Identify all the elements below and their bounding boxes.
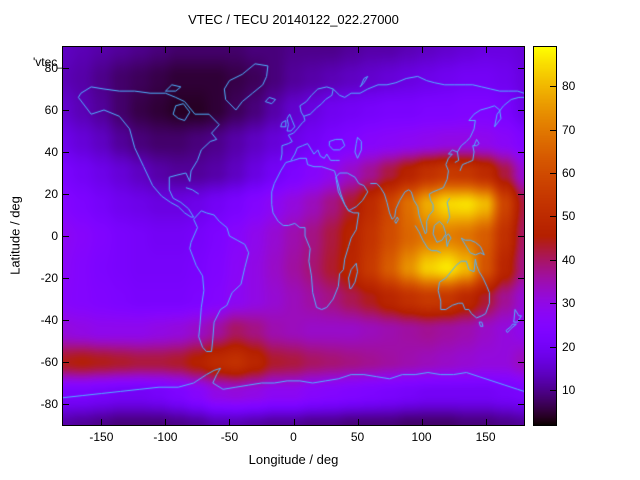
colorbar-tick-mark	[550, 86, 556, 88]
y-tick-label: 40	[44, 145, 58, 159]
heatmap-canvas	[62, 46, 525, 426]
x-tick-mark	[165, 47, 167, 53]
x-tick-mark	[485, 47, 487, 53]
legend-label: 'vtec_	[33, 55, 64, 69]
colorbar-tick-label: 50	[562, 209, 576, 224]
y-tick-mark	[63, 404, 69, 405]
x-tick-mark	[229, 419, 231, 425]
colorbar-tick-label: 30	[562, 296, 576, 311]
colorbar-tick-mark	[550, 303, 556, 305]
y-tick-label: 60	[44, 103, 58, 117]
y-tick-mark	[518, 320, 524, 321]
y-tick-mark	[518, 110, 524, 111]
y-tick-mark	[63, 278, 69, 279]
colorbar-canvas	[533, 46, 557, 426]
colorbar-tick-mark	[550, 216, 556, 218]
x-tick-mark	[229, 47, 231, 53]
x-tick-mark	[101, 419, 103, 425]
y-tick-mark	[63, 320, 69, 321]
y-tick-mark	[518, 404, 524, 405]
x-tick-mark	[485, 419, 487, 425]
y-tick-mark	[63, 110, 69, 111]
y-tick-mark	[518, 194, 524, 195]
x-tick-mark	[357, 419, 359, 425]
y-tick-mark	[63, 68, 69, 69]
colorbar-tick-label: 20	[562, 339, 576, 354]
y-tick-mark	[63, 194, 69, 195]
colorbar-tick-mark	[550, 346, 556, 348]
x-tick-mark	[357, 47, 359, 53]
x-tick-label: 0	[290, 430, 297, 444]
colorbar-tick-label: 80	[562, 79, 576, 94]
chart-title: VTEC / TECU 20140122_022.27000	[188, 12, 399, 27]
y-tick-label: 20	[44, 187, 58, 201]
colorbar-tick-mark	[550, 173, 556, 174]
colorbar-tick-mark	[550, 390, 556, 392]
x-tick-mark	[293, 419, 295, 425]
y-tick-mark	[518, 68, 524, 69]
colorbar-tick-mark	[550, 259, 556, 261]
y-tick-label: 0	[51, 229, 58, 243]
x-tick-mark	[421, 47, 423, 53]
y-tick-label: 80	[44, 61, 58, 75]
x-tick-label: -50	[220, 430, 239, 444]
x-tick-label: 50	[350, 430, 365, 444]
y-tick-label: -20	[40, 271, 58, 285]
y-tick-label: -80	[40, 397, 58, 411]
colorbar-tick-label: 70	[562, 122, 576, 137]
y-tick-mark	[63, 236, 69, 237]
y-tick-mark	[63, 152, 69, 153]
colorbar-tick-mark	[550, 129, 556, 131]
y-tick-mark	[518, 362, 524, 363]
y-tick-label: -60	[40, 355, 58, 369]
x-tick-label: -150	[89, 430, 114, 444]
x-tick-mark	[165, 419, 167, 425]
y-tick-mark	[63, 362, 69, 363]
colorbar-tick-label: 10	[562, 383, 576, 398]
y-tick-mark	[518, 278, 524, 279]
x-tick-label: 150	[475, 430, 496, 444]
y-tick-label: -40	[40, 313, 58, 327]
x-tick-mark	[293, 47, 295, 53]
x-tick-label: -100	[153, 430, 178, 444]
x-axis-label: Longitude / deg	[248, 452, 339, 467]
x-tick-mark	[421, 419, 423, 425]
x-tick-label: 100	[411, 430, 432, 444]
x-tick-mark	[101, 47, 103, 53]
y-tick-mark	[518, 152, 524, 153]
colorbar-tick-label: 60	[562, 166, 576, 180]
y-tick-mark	[518, 236, 524, 237]
colorbar-tick-label: 40	[562, 252, 576, 267]
